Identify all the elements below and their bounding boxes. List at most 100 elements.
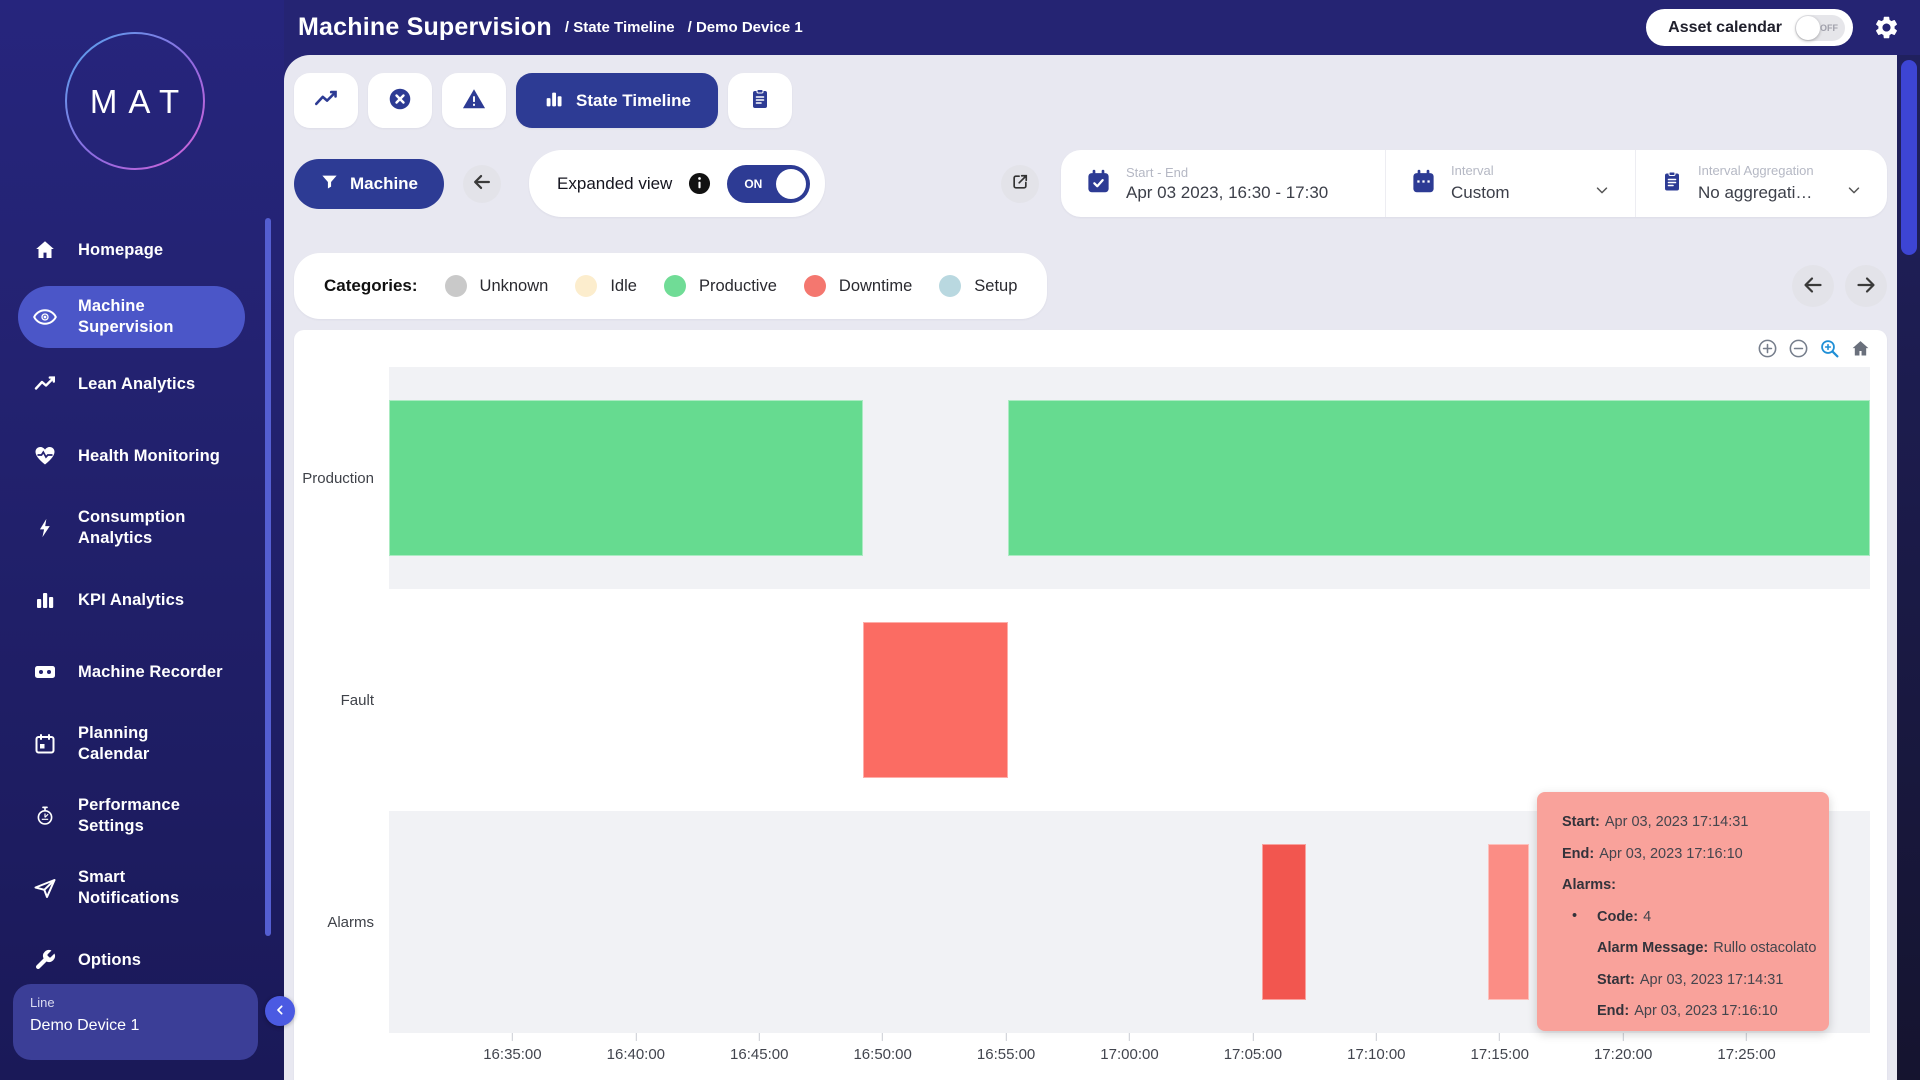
tooltip-line: Alarms:	[1537, 876, 1819, 895]
trend-line-icon	[32, 371, 58, 397]
aggregation-value: No aggregati…	[1698, 182, 1813, 202]
interval-label: Interval	[1451, 163, 1494, 178]
legend-items: Unknown Idle Productive Downtime Setup	[444, 275, 1017, 297]
timeline-bar-fault[interactable]	[862, 622, 1009, 778]
tab-reports[interactable]	[727, 73, 792, 128]
tab-stops[interactable]	[368, 73, 432, 128]
timeline-bar-alarms[interactable]	[1487, 844, 1529, 1000]
chevron-down-icon	[1845, 181, 1863, 204]
zoom-out-icon[interactable]	[1787, 338, 1809, 360]
x-axis: 16:35:00 16:40:00 16:45:00 16:50:00 16:55:00…	[389, 1033, 1870, 1075]
sidebar-item-performance-settings[interactable]: Performance Settings	[0, 780, 284, 852]
sidebar-item-label: Homepage	[78, 240, 164, 259]
page-scrollbar-track[interactable]	[1897, 55, 1920, 1080]
sidebar-scrollbar[interactable]	[265, 218, 271, 936]
interval-aggregation-select[interactable]: Interval Aggregation No aggregati…	[1635, 150, 1887, 217]
device-card[interactable]: Line Demo Device 1	[13, 984, 258, 1060]
bar-chart-icon	[543, 88, 565, 113]
categories-legend: Categories: Unknown Idle Productive Downtim…	[294, 253, 1048, 319]
legend-label: Downtime	[838, 276, 913, 295]
calendar-check-icon	[1085, 168, 1112, 200]
tooltip-line: • Code: 4	[1537, 908, 1819, 927]
chart-toolbar	[1756, 338, 1871, 360]
home-icon	[32, 237, 58, 263]
top-header: Machine Supervision / State Timeline / D…	[284, 0, 1920, 55]
sidebar-item-label: Options	[78, 950, 142, 969]
expanded-view-switch[interactable]: ON	[727, 164, 811, 203]
calendar-icon	[32, 731, 58, 757]
legend-dot	[663, 275, 686, 297]
sidebar-item-machine-supervision[interactable]: Machine Supervision	[18, 286, 245, 348]
x-tick: 16:40:00	[607, 1033, 665, 1063]
tab-trends[interactable]	[294, 73, 358, 128]
start-end-picker[interactable]: Start - End Apr 03 2023, 16:30 - 17:30	[1061, 150, 1385, 217]
sidebar-item-label: Lean Analytics	[78, 374, 196, 393]
sidebar-item-label: Machine Supervision	[78, 297, 174, 336]
sidebar-item-homepage[interactable]: Homepage	[0, 214, 284, 286]
x-tick: 17:20:00	[1594, 1033, 1652, 1063]
machine-button-label: Machine	[350, 173, 419, 193]
sidebar-collapse-button[interactable]	[265, 996, 295, 1026]
sidebar-item-kpi-analytics[interactable]: KPI Analytics	[0, 564, 284, 636]
open-external-button[interactable]	[1001, 164, 1039, 203]
sidebar-item-health-monitoring[interactable]: Health Monitoring	[0, 420, 284, 492]
sidebar-item-label: Planning Calendar	[78, 724, 150, 763]
switch-knob	[1796, 15, 1820, 40]
sidebar: MAT Homepage Machine Supervision Lean An…	[0, 0, 284, 1080]
legend-label: Productive	[698, 276, 777, 295]
sidebar-item-options[interactable]: Options	[0, 924, 284, 996]
back-button[interactable]	[463, 164, 502, 203]
box-zoom-icon[interactable]	[1818, 338, 1840, 360]
row-labels: Production Fault Alarms	[294, 367, 389, 1033]
bullet: •	[1572, 907, 1578, 924]
sidebar-item-machine-recorder[interactable]: Machine Recorder	[0, 636, 284, 708]
sidebar-item-lean-analytics[interactable]: Lean Analytics	[0, 348, 284, 420]
interval-value: Custom	[1451, 182, 1510, 202]
x-tick: 16:50:00	[853, 1033, 912, 1063]
asset-calendar-toggle-pill[interactable]: Asset calendar OFF	[1646, 9, 1853, 46]
x-tick: 17:15:00	[1471, 1033, 1529, 1063]
sidebar-item-label: Machine Recorder	[78, 662, 223, 681]
wrench-icon	[32, 947, 58, 973]
calendar-icon	[1410, 168, 1437, 200]
machine-filter-button[interactable]: Machine	[294, 158, 445, 209]
sidebar-item-label: Smart Notifications	[78, 868, 180, 907]
asset-calendar-switch[interactable]: OFF	[1795, 14, 1845, 41]
tooltip-value: Apr 03, 2023 17:14:31	[1639, 971, 1784, 988]
tooltip-label: Start:	[1562, 814, 1600, 830]
tooltip-label: End:	[1562, 845, 1595, 862]
expanded-view-label: Expanded view	[557, 173, 673, 193]
tooltip-value: Rullo ostacolato	[1713, 940, 1817, 956]
tooltip-value: 4	[1643, 908, 1652, 925]
legend-dot	[444, 275, 467, 297]
reset-axes-home-icon[interactable]	[1849, 338, 1871, 360]
gear-icon[interactable]	[1873, 14, 1900, 41]
timeline-bar-alarms[interactable]	[1261, 844, 1306, 1000]
zoom-in-icon[interactable]	[1756, 338, 1778, 360]
page-scrollbar-thumb[interactable]	[1900, 60, 1917, 255]
sidebar-item-smart-notifications[interactable]: Smart Notifications	[0, 852, 284, 924]
switch-state-label: ON	[744, 176, 763, 191]
legend-item: Setup	[939, 275, 1017, 297]
tooltip-label: Alarms:	[1562, 877, 1616, 893]
breadcrumb-device[interactable]: / Demo Device 1	[687, 19, 803, 36]
legend-dot	[803, 275, 826, 297]
asset-calendar-label: Asset calendar	[1668, 18, 1782, 36]
legend-title: Categories:	[324, 276, 418, 295]
legend-item: Idle	[575, 275, 637, 297]
breadcrumb-state-timeline[interactable]: / State Timeline	[564, 19, 675, 36]
tab-faults[interactable]	[442, 73, 506, 128]
timeline-prev-button[interactable]	[1792, 265, 1834, 307]
timeline-bar-production[interactable]	[389, 400, 863, 556]
cassette-icon	[32, 659, 58, 685]
mat-logo: MAT	[60, 28, 210, 178]
info-icon[interactable]	[688, 172, 711, 195]
tooltip-line: End: Apr 03, 2023 17:16:10	[1537, 1002, 1819, 1021]
sidebar-item-planning-calendar[interactable]: Planning Calendar	[0, 708, 284, 780]
timeline-next-button[interactable]	[1845, 265, 1887, 307]
sidebar-item-consumption-analytics[interactable]: Consumption Analytics	[0, 492, 284, 564]
interval-select[interactable]: Interval Custom	[1385, 150, 1635, 217]
legend-label: Setup	[974, 276, 1018, 295]
tab-state-timeline[interactable]: State Timeline	[516, 73, 718, 128]
timeline-bar-production[interactable]	[1008, 400, 1870, 556]
